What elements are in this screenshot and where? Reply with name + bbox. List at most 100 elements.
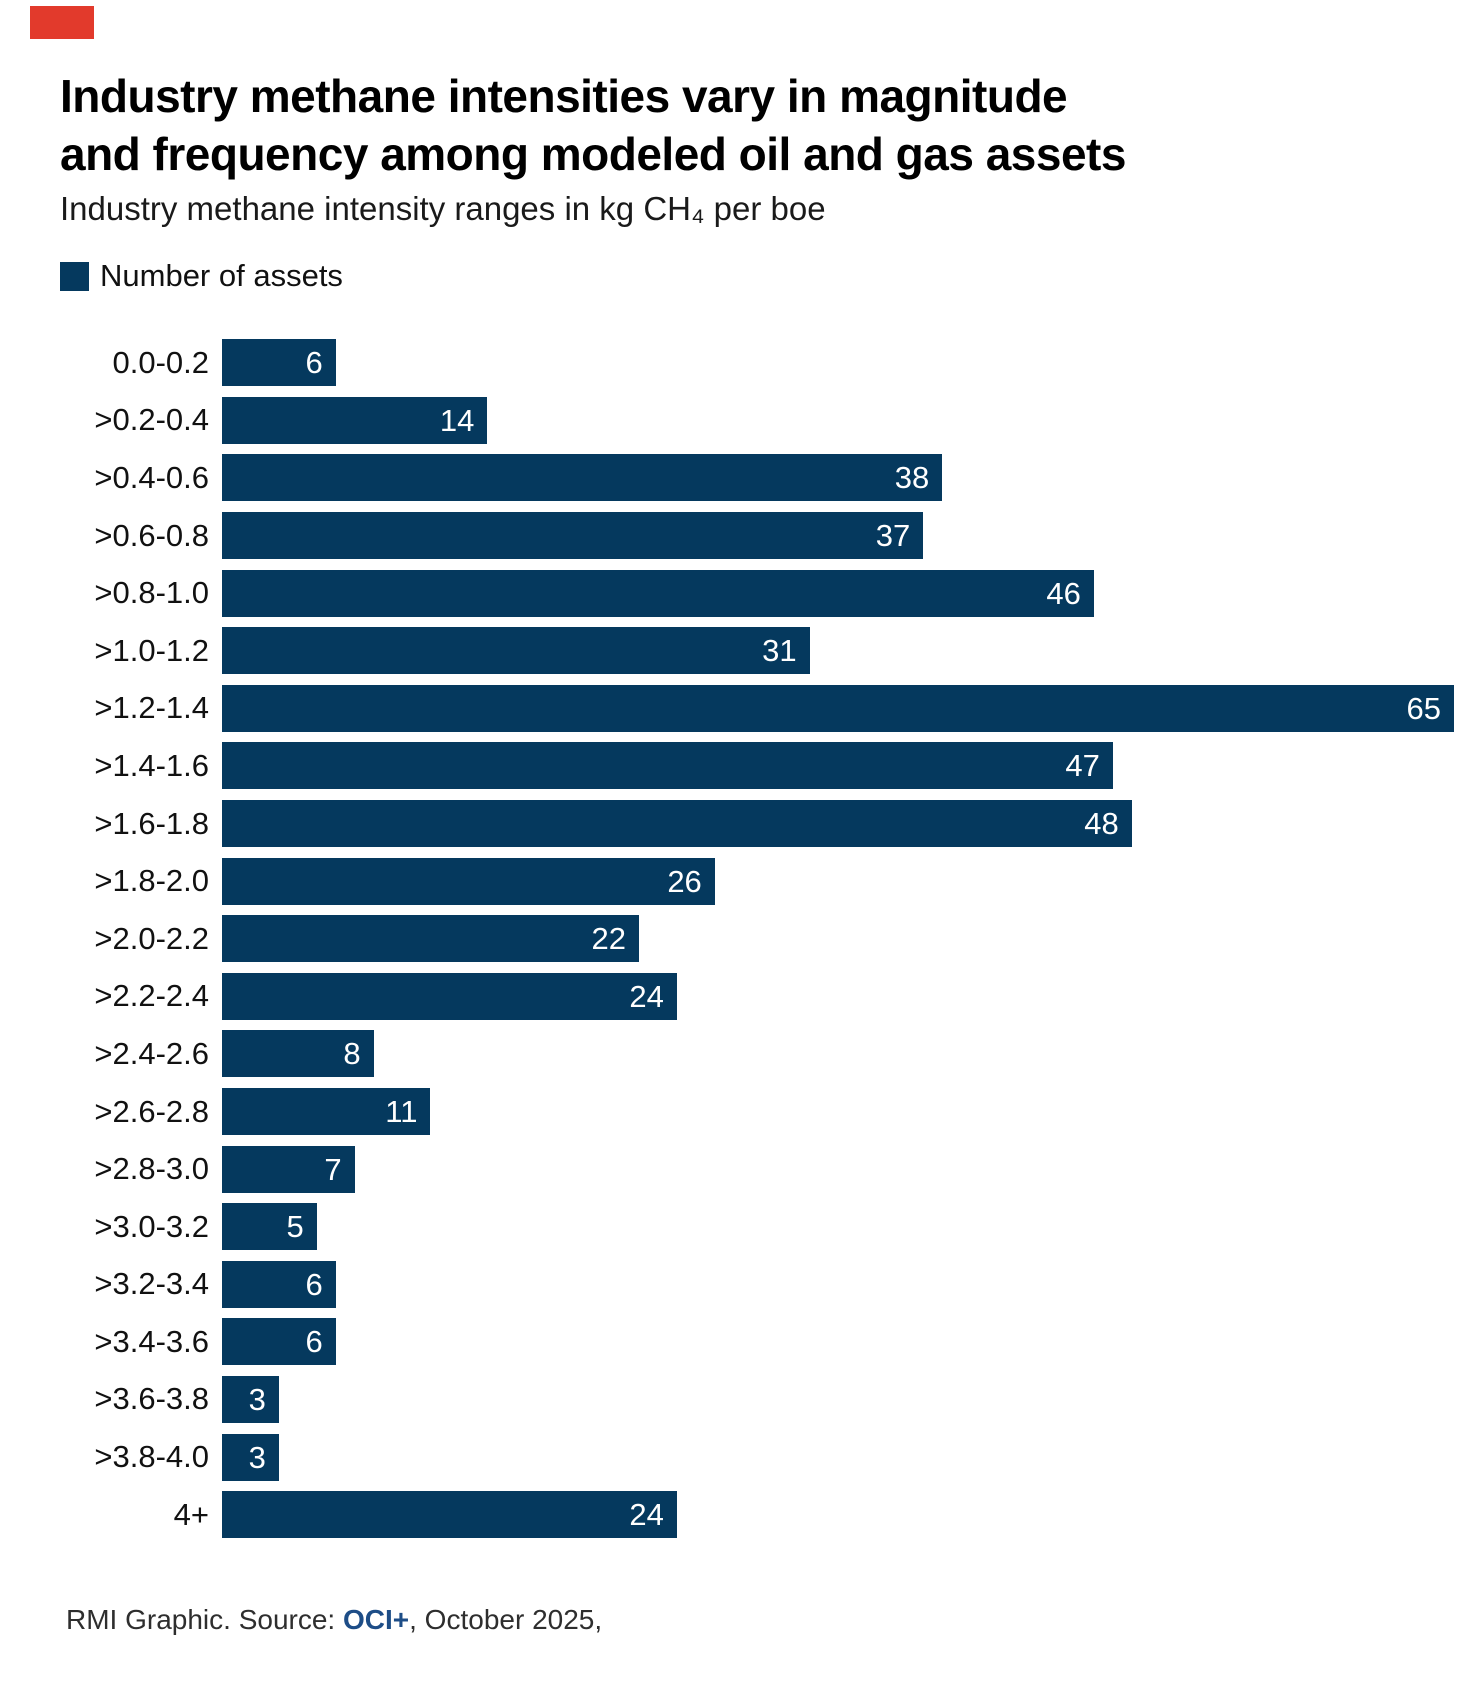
chart-row: >1.4-1.6 47 xyxy=(60,737,1454,795)
bar-track: 24 xyxy=(222,972,1454,1020)
bar: 3 xyxy=(222,1433,279,1481)
bar-track: 26 xyxy=(222,857,1454,905)
chart-row: >0.2-0.4 14 xyxy=(60,392,1454,450)
bar-value-label: 7 xyxy=(324,1151,342,1187)
category-label: 0.0-0.2 xyxy=(112,344,209,380)
chart-row: >1.8-2.0 26 xyxy=(60,852,1454,910)
category-label: >3.2-3.4 xyxy=(94,1266,209,1302)
category-label: >1.2-1.4 xyxy=(94,690,209,726)
category-label: >2.4-2.6 xyxy=(94,1035,209,1071)
bar-track: 22 xyxy=(222,915,1454,963)
category-label: >2.2-2.4 xyxy=(94,978,209,1014)
bar-value-label: 24 xyxy=(629,978,664,1014)
chart-row: >0.4-0.6 38 xyxy=(60,449,1454,507)
category-label: >3.6-3.8 xyxy=(94,1381,209,1417)
category-label: >0.8-1.0 xyxy=(94,575,209,611)
bar: 24 xyxy=(222,972,677,1020)
bar-value-label: 31 xyxy=(762,633,797,669)
bar-value-label: 24 xyxy=(629,1497,664,1533)
chart-row: >2.4-2.6 8 xyxy=(60,1025,1454,1083)
category-label: >2.0-2.2 xyxy=(94,920,209,956)
bar-value-label: 37 xyxy=(875,518,911,554)
bar: 8 xyxy=(222,1030,374,1078)
chart-row: >2.0-2.2 22 xyxy=(60,910,1454,968)
chart-row: >1.6-1.8 48 xyxy=(60,795,1454,853)
chart-row: >1.2-1.4 65 xyxy=(60,680,1454,738)
chart-row: >3.4-3.6 6 xyxy=(60,1313,1454,1371)
category-label: >3.8-4.0 xyxy=(94,1439,209,1475)
category-label: >1.8-2.0 xyxy=(94,863,209,899)
red-marker xyxy=(30,6,94,39)
bar-value-label: 38 xyxy=(894,460,930,496)
category-label: >1.0-1.2 xyxy=(94,632,209,668)
bar-track: 46 xyxy=(222,569,1454,617)
category-label: >1.6-1.8 xyxy=(94,805,209,841)
bar-track: 24 xyxy=(222,1491,1454,1539)
bar-track: 6 xyxy=(222,1318,1454,1366)
bar: 22 xyxy=(222,915,639,963)
bar-value-label: 6 xyxy=(305,1266,323,1302)
chart-row: >3.2-3.4 6 xyxy=(60,1256,1454,1314)
bar-value-label: 47 xyxy=(1065,748,1100,784)
bar-value-label: 6 xyxy=(305,1324,323,1360)
chart-row: >3.6-3.8 3 xyxy=(60,1371,1454,1429)
bar: 5 xyxy=(222,1203,317,1251)
bar: 47 xyxy=(222,742,1113,790)
bar: 6 xyxy=(222,1318,336,1366)
bar-value-label: 11 xyxy=(385,1094,418,1130)
bar: 3 xyxy=(222,1375,279,1423)
category-label: >1.4-1.6 xyxy=(94,747,209,783)
chart-row: >3.8-4.0 3 xyxy=(60,1428,1454,1486)
category-label: >3.4-3.6 xyxy=(94,1323,209,1359)
bar-value-label: 48 xyxy=(1084,806,1119,842)
bar: 14 xyxy=(222,396,488,444)
bar: 26 xyxy=(222,857,715,905)
bar-track: 5 xyxy=(222,1203,1454,1251)
bar-value-label: 5 xyxy=(286,1209,304,1245)
source-link[interactable]: OCI+ xyxy=(342,1604,410,1635)
chart-row: >1.0-1.2 31 xyxy=(60,622,1454,680)
bar-track: 37 xyxy=(222,512,1454,560)
bar-value-label: 3 xyxy=(248,1439,266,1475)
source-note-suffix: , October 2025, xyxy=(409,1604,603,1635)
category-label: 4+ xyxy=(173,1496,209,1532)
bar-rows: 0.0-0.2 6 >0.2-0.4 14 >0.4-0.6 38 >0.6-0.8 37 >0… xyxy=(60,334,1454,1543)
bar-track: 11 xyxy=(222,1088,1454,1136)
bar: 31 xyxy=(222,627,810,675)
bar-value-label: 6 xyxy=(305,345,323,381)
category-label: >0.4-0.6 xyxy=(94,459,209,495)
source-note: RMI Graphic. Source: OCI+, October 2025, xyxy=(66,1604,602,1636)
page-title: Industry methane intensities vary in mag… xyxy=(60,67,1390,183)
bar: 11 xyxy=(222,1088,431,1136)
bar-track: 65 xyxy=(222,684,1454,732)
bar-value-label: 3 xyxy=(248,1381,266,1417)
category-label: >0.6-0.8 xyxy=(94,517,209,553)
chart-row: >0.8-1.0 46 xyxy=(60,564,1454,622)
bar: 46 xyxy=(222,569,1094,617)
bar-track: 3 xyxy=(222,1433,1454,1481)
bar-track: 8 xyxy=(222,1030,1454,1078)
legend: Number of assets xyxy=(60,258,343,294)
category-label: >2.6-2.8 xyxy=(94,1093,209,1129)
bar-value-label: 46 xyxy=(1046,575,1081,611)
page-title-line-1: Industry methane intensities vary in mag… xyxy=(60,69,1068,122)
bar: 6 xyxy=(222,339,336,387)
bar-track: 38 xyxy=(222,454,1454,502)
chart-row: 0.0-0.2 6 xyxy=(60,334,1454,392)
bar: 6 xyxy=(222,1260,336,1308)
bar-track: 47 xyxy=(222,742,1454,790)
chart-row: 4+ 24 xyxy=(60,1486,1454,1544)
bar-value-label: 65 xyxy=(1406,690,1441,726)
page-title-line-2: and frequency among modeled oil and gas … xyxy=(60,127,1126,180)
chart-row: >0.6-0.8 37 xyxy=(60,507,1454,565)
bar: 65 xyxy=(222,684,1454,732)
bar-track: 3 xyxy=(222,1375,1454,1423)
category-label: >0.2-0.4 xyxy=(94,402,209,438)
bar-track: 7 xyxy=(222,1145,1454,1193)
bar: 24 xyxy=(222,1491,677,1539)
bar-track: 31 xyxy=(222,627,1454,675)
chart-row: >2.6-2.8 11 xyxy=(60,1083,1454,1141)
bar: 38 xyxy=(222,454,943,502)
bar: 48 xyxy=(222,800,1132,848)
source-note-prefix: RMI Graphic. Source: xyxy=(66,1604,343,1635)
